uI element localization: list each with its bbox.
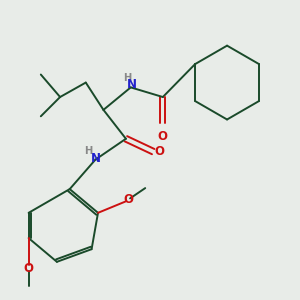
Text: H: H [123,73,132,83]
Text: O: O [154,145,164,158]
Text: H: H [84,146,92,156]
Text: O: O [124,194,134,206]
Text: N: N [127,78,137,91]
Text: O: O [158,130,168,143]
Text: N: N [90,152,100,164]
Text: O: O [24,262,34,275]
